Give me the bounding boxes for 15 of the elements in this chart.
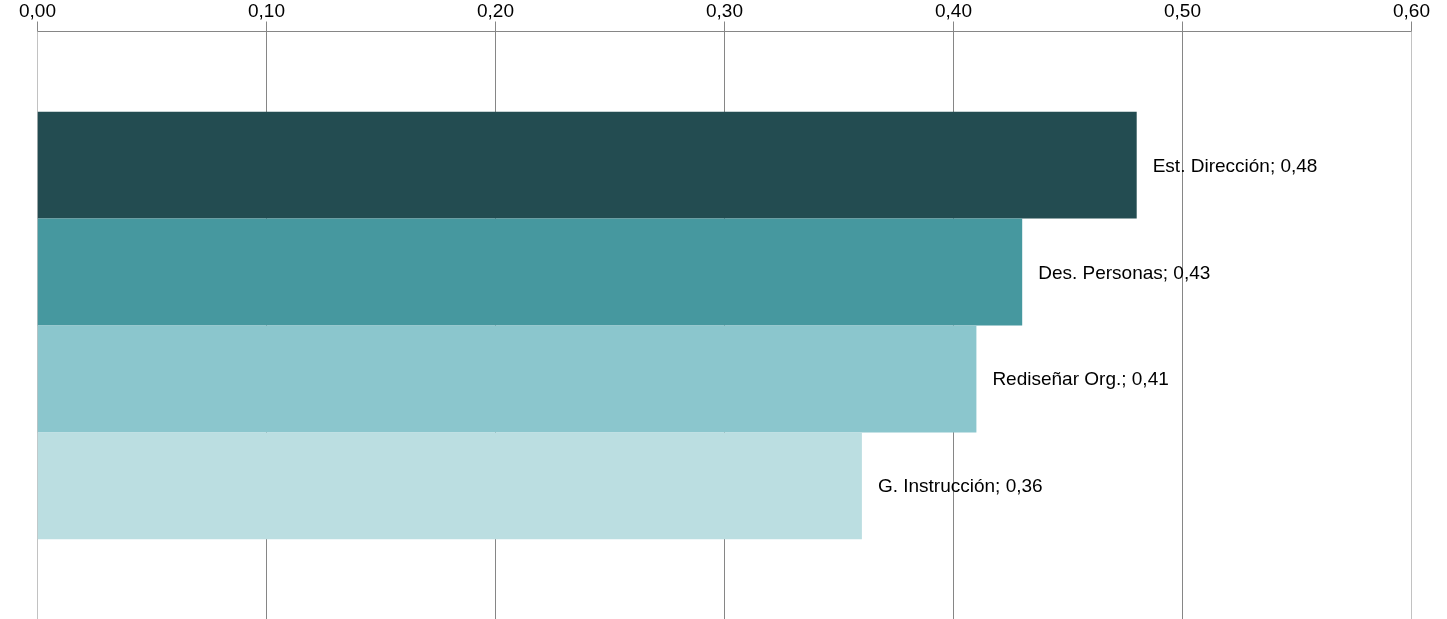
x-tick-label: 0,30 xyxy=(706,0,743,21)
data-label: Des. Personas; 0,43 xyxy=(1038,261,1211,283)
data-label: Rediseñar Org.; 0,41 xyxy=(992,368,1169,390)
bar xyxy=(37,111,1137,219)
bar xyxy=(37,432,862,540)
data-label: G. Instrucción; 0,36 xyxy=(877,475,1043,497)
data-label: Est. Dirección; 0,48 xyxy=(1152,154,1318,176)
bar xyxy=(37,325,977,433)
x-tick-label: 0,10 xyxy=(248,0,285,21)
x-tick-label: 0,20 xyxy=(477,0,514,21)
bar xyxy=(37,218,1023,326)
x-tick-label: 0,00 xyxy=(19,0,56,21)
x-tick-label: 0,40 xyxy=(935,0,972,21)
x-tick-label: 0,60 xyxy=(1393,0,1430,21)
x-tick-label: 0,50 xyxy=(1164,0,1201,21)
